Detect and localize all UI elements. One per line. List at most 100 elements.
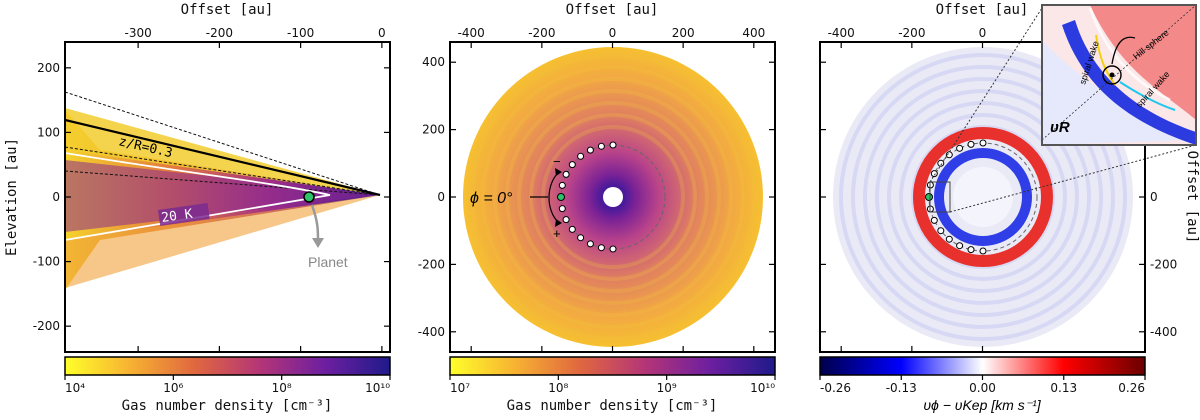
orbit-sample-point [937,159,945,167]
disc-ring [839,53,1127,341]
x-tick-label: 0 [609,26,617,40]
x-tick-label: 400 [742,26,765,40]
x-tick-label: 0 [378,26,386,40]
panel-2-xlabel: Offset [au] [566,2,659,18]
red-ring [913,127,1053,267]
disc-ring [517,101,709,293]
temp-contour-upper [65,152,331,196]
orbit-sample-point [609,141,617,149]
colorbar-tick-label: 10⁸ [548,381,568,395]
x-tick-label: 200 [672,26,695,40]
orbit-sample-point [568,225,576,233]
colorbar-tick-label: 10⁹ [657,381,677,395]
inset-velocity-label: υR [1050,119,1070,136]
panel-2-face-on-density: ϕ = 0° − + Offset [au] -400 -200 0 200 400 4… [418,2,776,414]
panel-3-colorbar [819,356,1146,376]
inset-red-band [1088,7,1171,102]
phi-minus: − [553,154,561,169]
panel-2-colorbar [449,356,776,376]
orbit-sample-point [979,247,987,255]
orbit-sample-point [945,235,953,243]
phi-arrow [548,172,559,223]
inner-cavity [603,187,623,207]
y-tick-label: 200 [37,61,60,75]
panel-1-xlabel: Offset [au] [181,2,274,18]
panel-1-colorbar [64,356,391,376]
orbit-sample-point [568,161,576,169]
colorbar-tick-label: 0.13 [1050,381,1077,395]
colorbar-tick-label: 0.26 [1118,381,1145,395]
y-tick-label: 0 [1150,190,1158,204]
orbit-sample-point [562,170,570,178]
y-tick-label: -200 [418,257,445,271]
orbit-sample-point [586,240,594,248]
orbit-sample-point [930,216,938,224]
panel-3-xlabel: Offset [au] [936,2,1029,18]
orbit-sample-point [956,144,964,152]
planet-label: Planet [308,254,348,270]
orbit-sample-point [979,139,987,147]
phi-plus: + [553,226,561,241]
colorbar-tick-label: 10⁴ [65,381,85,395]
colorbar-tick-label: 0.00 [969,381,996,395]
panel-1-colorbar-label: Gas number density [cm⁻³] [122,398,333,414]
colorbar-tick-label: -0.13 [886,381,917,395]
y-tick-label: -200 [1150,257,1177,271]
y-tick-label: 0 [437,190,445,204]
panel-1-vertical-density: z/R=0.3 20 K Planet Offset [au] Elevatio… [4,2,391,414]
orbit-sample-point [558,205,566,213]
disc-midplane [65,160,380,232]
aspect-line [65,118,381,197]
temp-contour-label: 20 K [160,207,193,226]
x-tick-label: -200 [206,26,233,40]
dashed-line-mid2 [65,170,381,196]
hill-sphere [1102,65,1122,85]
orbit-planet-point [557,193,565,201]
orbit-sample-point [930,170,938,178]
inset-red-region [1090,5,1196,120]
disc-ring [469,53,757,341]
phi-arrow-head-bottom [555,219,562,227]
disc-ring [493,77,733,317]
x-tick-label: -400 [828,26,855,40]
panel-3-colorbar-label: υϕ − υKep [km s⁻¹] [923,397,1041,413]
orbit-sample-point [597,244,605,252]
orbit-sample-point [558,181,566,189]
planet-arrow [310,204,320,241]
y-tick-label: 400 [422,55,445,69]
planet-arrow-head [312,238,324,248]
y-tick-label: -200 [33,319,60,333]
zoom-box [929,181,951,213]
blue-ring [934,148,1032,246]
orbit-sample-point [945,151,953,159]
colorbar-tick-label: -0.26 [820,381,851,395]
colorbar-tick-label: 10¹⁰ [750,381,775,395]
zoom-line-2 [949,144,1197,213]
x-tick-label: -200 [898,26,925,40]
disc-wedge-upper [65,108,380,195]
orbit-sample-point [562,216,570,224]
x-tick-label: -300 [125,26,152,40]
disc-ring [899,113,1067,281]
inset-blue-region [1042,40,1196,145]
panel-3-ylabel: Offset [au] [1184,151,1200,244]
colorbar-tick-label: 10⁶ [163,381,183,395]
panel-1-ylabel: Elevation [au] [4,138,20,256]
zoom-inset: υR spiral wake spiral wake Hill sphere [1041,4,1197,146]
disc-ring [505,89,721,305]
y-tick-label: -400 [418,325,445,339]
dashed-line-mid1 [65,146,381,196]
inner-white [953,167,1013,227]
phi-arrow-head-top [555,168,562,176]
y-tick-label: -100 [33,255,60,269]
spiral-wake-cyan [1119,81,1176,111]
orbit-sample-point [937,227,945,235]
x-tick-label: -200 [528,26,555,40]
inset-frame [1041,4,1197,146]
colorbar-tick-label: 10⁷ [450,381,470,395]
planet-marker [303,191,315,203]
y-tick-label: -400 [1150,325,1177,339]
disc-ring [481,65,745,329]
